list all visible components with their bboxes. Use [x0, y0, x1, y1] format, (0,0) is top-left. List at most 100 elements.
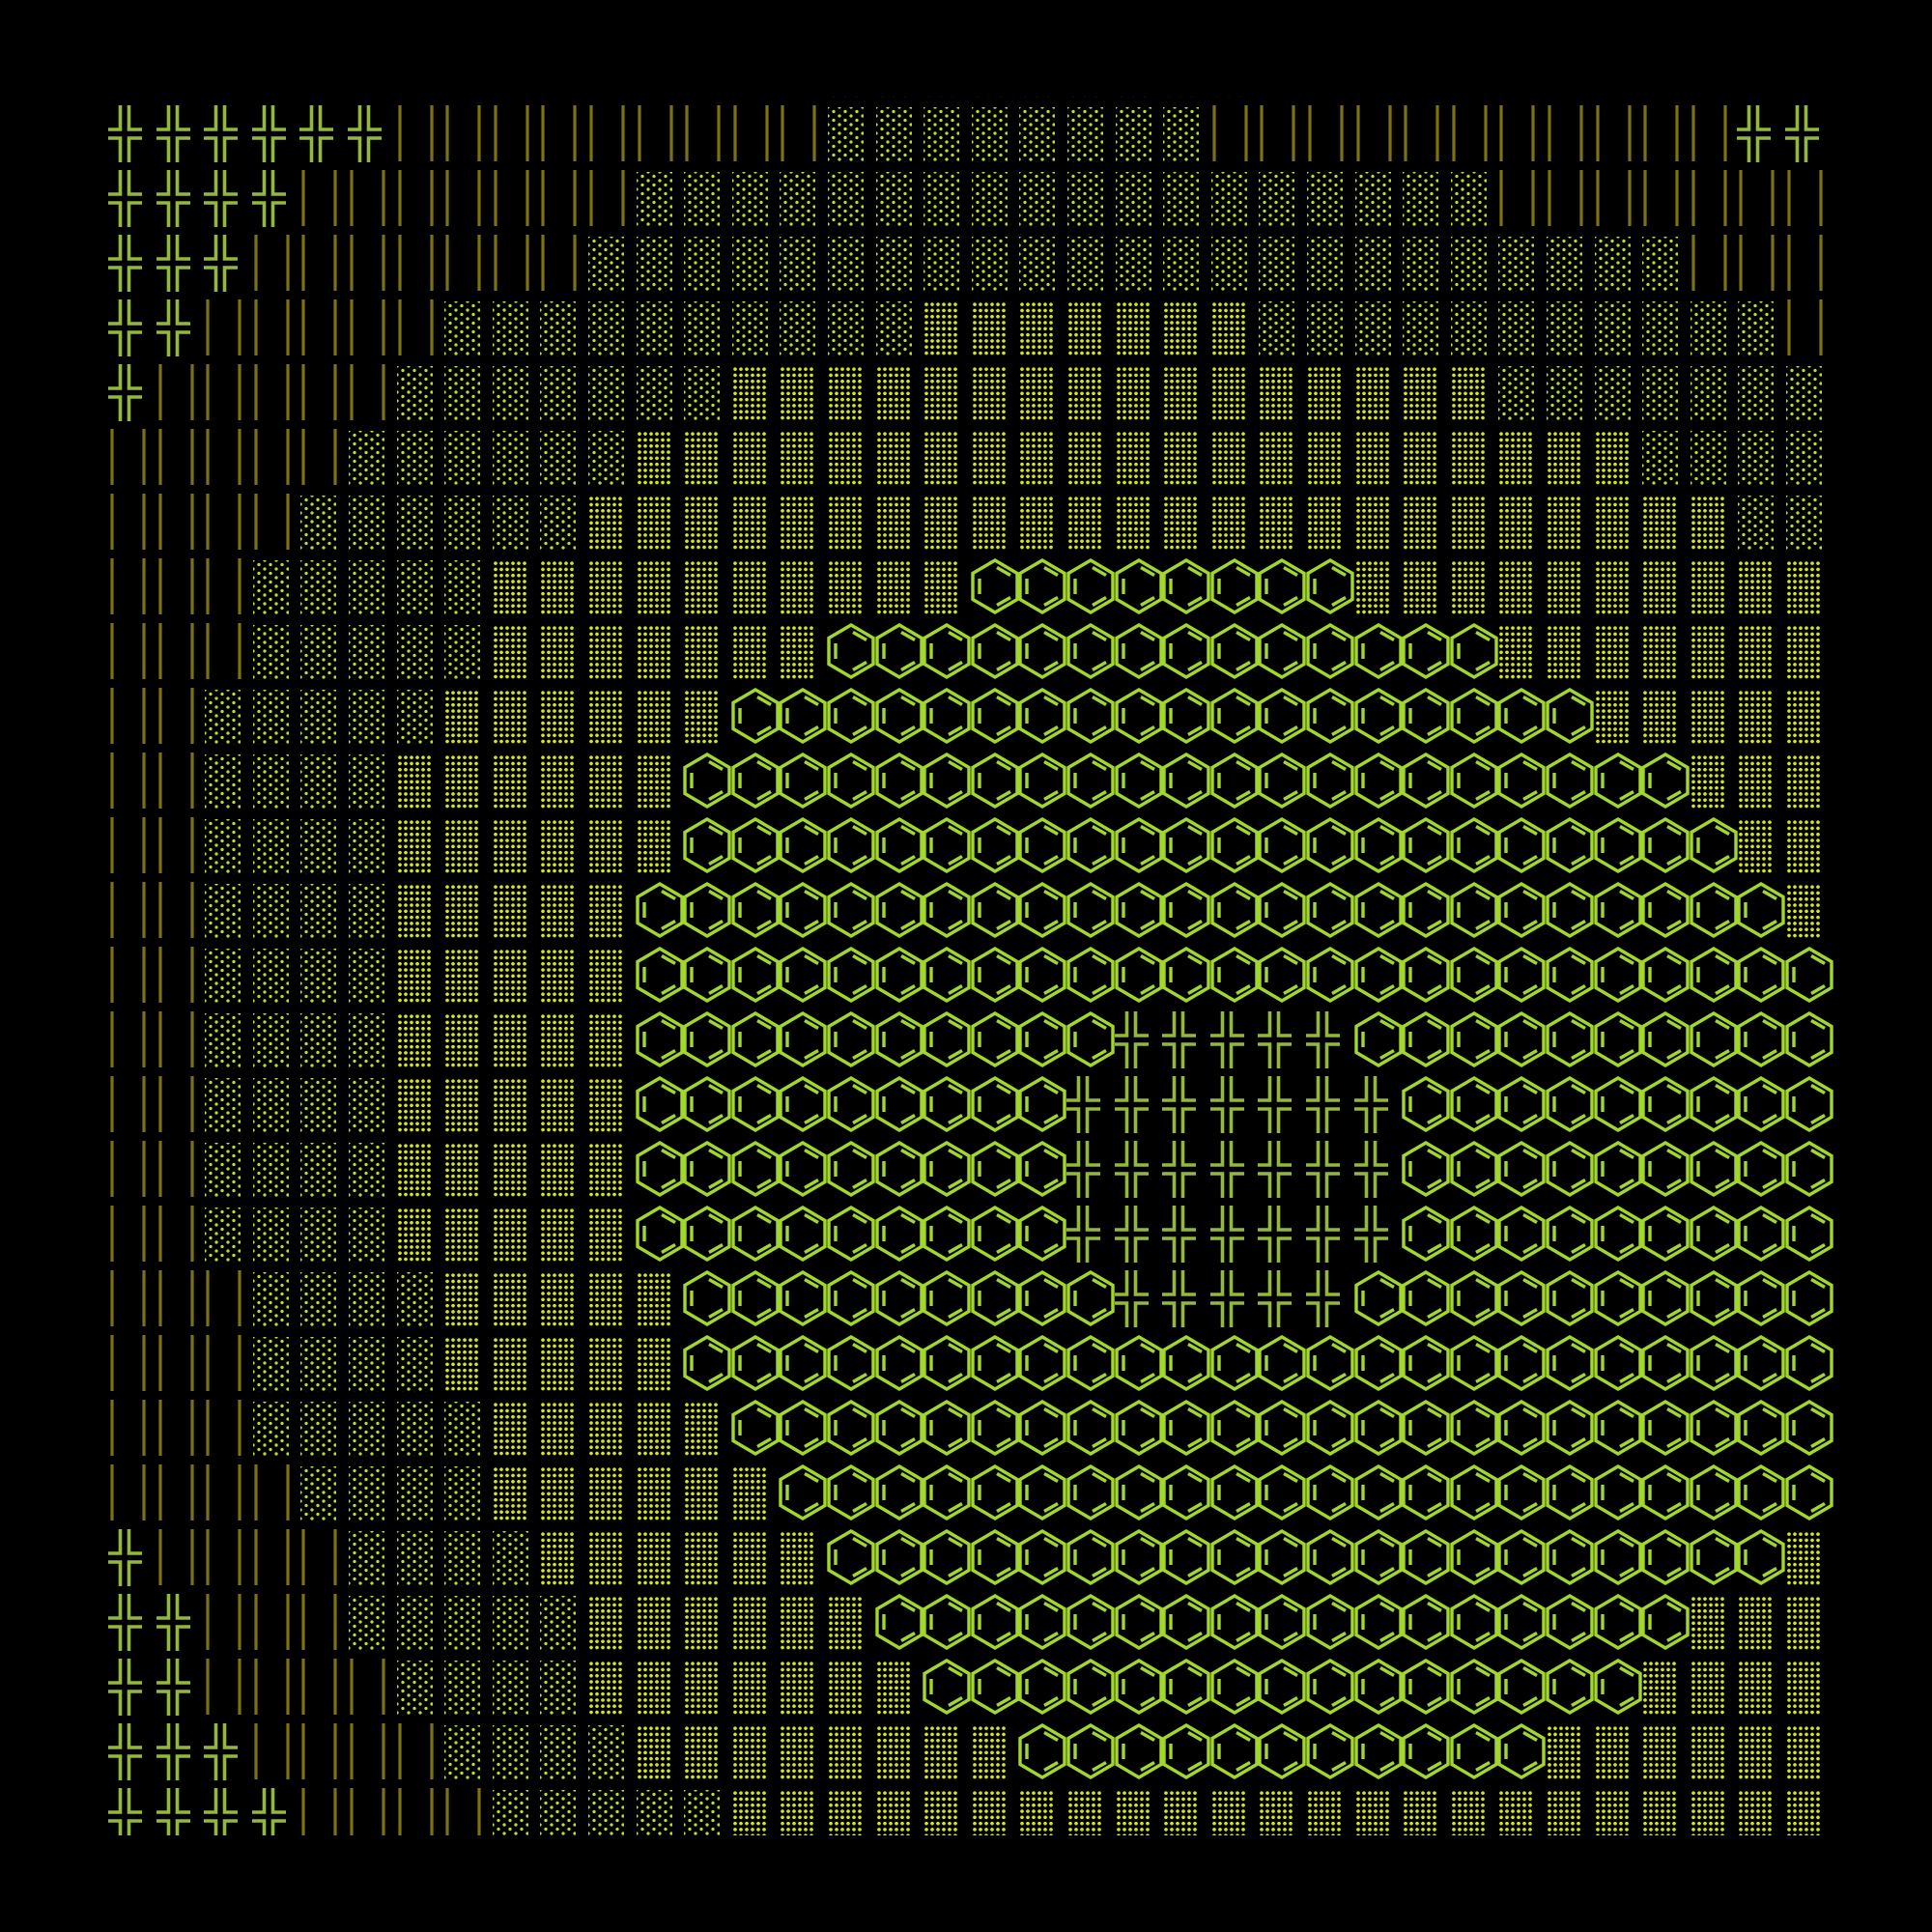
sparse-glyph	[1497, 231, 1546, 296]
benzene-glyph-icon	[1258, 749, 1307, 813]
sparse-glyph	[1497, 360, 1546, 425]
glyph-row	[108, 1266, 1835, 1331]
benzene-glyph-icon	[1258, 1590, 1307, 1655]
benzene-glyph-icon	[923, 1072, 971, 1137]
bars-glyph	[396, 1784, 444, 1835]
benzene-glyph-icon	[1066, 1655, 1115, 1719]
benzene-glyph-icon	[874, 1461, 923, 1525]
dense-glyph	[875, 554, 923, 619]
sparse-glyph	[299, 554, 348, 619]
dense-glyph	[587, 1590, 636, 1655]
dense-glyph	[492, 1008, 540, 1072]
glyph-row	[108, 1202, 1835, 1266]
benzene-glyph-icon	[1593, 1008, 1642, 1072]
sparse-glyph	[299, 878, 348, 943]
benzene-glyph-icon	[1066, 813, 1115, 878]
benzene-glyph-icon	[827, 943, 875, 1008]
cross-glyph-icon	[1114, 1266, 1163, 1331]
dense-glyph	[1785, 813, 1833, 878]
bars-glyph	[299, 166, 348, 231]
dense-glyph	[971, 296, 1019, 360]
bars-glyph	[108, 554, 156, 619]
benzene-glyph-icon	[923, 1590, 971, 1655]
glyph-row	[108, 425, 1835, 490]
benzene-glyph-icon	[923, 1331, 971, 1396]
benzene-glyph-icon	[1306, 1590, 1354, 1655]
benzene-glyph-icon	[923, 813, 971, 878]
bars-glyph	[779, 101, 827, 166]
bars-glyph	[348, 231, 396, 296]
dense-glyph	[587, 619, 636, 684]
benzene-glyph-icon	[971, 878, 1019, 943]
benzene-glyph-icon	[827, 1266, 875, 1331]
dense-glyph	[1737, 619, 1785, 684]
benzene-glyph-icon	[1018, 1525, 1067, 1590]
dense-glyph	[971, 1719, 1019, 1784]
benzene-glyph-icon	[779, 684, 828, 749]
benzene-glyph-icon	[1450, 1202, 1498, 1266]
bars-glyph	[1402, 101, 1450, 166]
benzene-glyph-icon	[1353, 684, 1403, 749]
benzene-glyph-icon	[1402, 1655, 1450, 1719]
dense-glyph	[1162, 425, 1210, 490]
bars-glyph	[204, 1655, 252, 1719]
benzene-glyph-icon	[1306, 684, 1354, 749]
sparse-glyph	[875, 101, 923, 166]
sparse-glyph	[683, 231, 731, 296]
benzene-glyph-icon	[923, 1008, 971, 1072]
benzene-glyph-icon	[1593, 1655, 1642, 1719]
benzene-glyph-icon	[1162, 943, 1210, 1008]
sparse-glyph	[683, 1784, 731, 1835]
benzene-glyph-icon	[683, 1137, 731, 1202]
sparse-glyph	[1594, 360, 1642, 425]
ascii-art-canvas	[108, 97, 1835, 1835]
bars-glyph	[587, 166, 636, 231]
dense-glyph	[779, 1590, 827, 1655]
benzene-glyph-icon	[1497, 1396, 1547, 1461]
sparse-glyph	[1162, 166, 1210, 231]
benzene-glyph-icon	[1258, 1461, 1307, 1525]
sparse-glyph	[443, 296, 492, 360]
benzene-glyph-icon	[1737, 943, 1786, 1008]
benzene-glyph-icon	[1018, 1137, 1067, 1202]
sparse-glyph	[348, 1590, 396, 1655]
dense-glyph	[1258, 360, 1306, 425]
bars-glyph	[299, 1784, 348, 1835]
dense-glyph	[683, 425, 731, 490]
dense-glyph	[539, 684, 587, 749]
benzene-glyph-icon	[874, 943, 923, 1008]
bars-glyph	[1785, 296, 1833, 360]
bars-glyph	[1641, 166, 1690, 231]
benzene-glyph-icon	[1450, 1719, 1498, 1784]
benzene-glyph-icon	[827, 619, 875, 684]
benzene-glyph-icon	[731, 684, 780, 749]
bars-glyph	[252, 231, 300, 296]
benzene-glyph-icon	[779, 943, 828, 1008]
dense-glyph	[1066, 425, 1115, 490]
sparse-glyph	[252, 1072, 300, 1137]
sparse-glyph	[348, 1525, 396, 1590]
dense-glyph	[636, 1525, 684, 1590]
bars-glyph	[108, 1202, 156, 1266]
dense-glyph	[827, 1655, 875, 1719]
benzene-glyph-icon	[779, 1072, 828, 1137]
dense-glyph	[587, 1525, 636, 1590]
bars-glyph	[396, 1719, 444, 1784]
bars-glyph	[108, 619, 156, 684]
sparse-glyph	[443, 1525, 492, 1590]
dense-glyph	[1690, 1719, 1738, 1784]
sparse-glyph	[539, 1719, 587, 1784]
benzene-glyph-icon	[1210, 1331, 1259, 1396]
bars-glyph	[108, 1072, 156, 1137]
benzene-glyph-icon	[1162, 1719, 1210, 1784]
sparse-glyph	[539, 490, 587, 554]
dense-glyph	[443, 1202, 492, 1266]
sparse-glyph	[923, 166, 971, 231]
dense-glyph	[779, 1655, 827, 1719]
dense-glyph	[1210, 360, 1259, 425]
dense-glyph	[1354, 1784, 1403, 1835]
bars-glyph	[252, 1461, 300, 1525]
dense-glyph	[683, 1461, 731, 1525]
sparse-glyph	[252, 1008, 300, 1072]
dense-glyph	[587, 1396, 636, 1461]
